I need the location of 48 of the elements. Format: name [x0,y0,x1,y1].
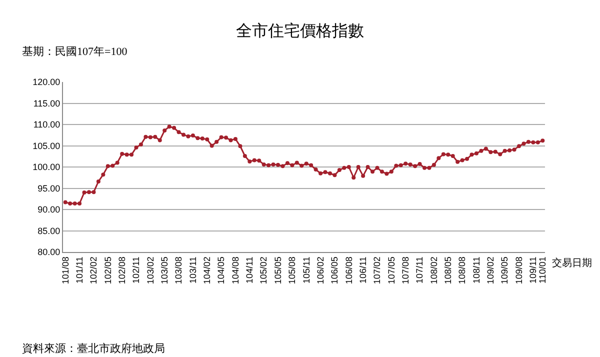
y-tick-label: 80.00 [38,247,60,258]
x-tick-label: 105/02 [258,256,269,284]
x-tick-label: 104/08 [230,256,240,284]
x-tick-label: 103/11 [188,256,198,284]
x-tick-label: 108/08 [457,256,468,284]
x-tick-label: 108/02 [428,256,439,284]
x-tick-label: 109/11 [528,256,538,284]
x-tick-label: 103/05 [160,256,170,284]
x-axis-title: 交易日期 [552,257,592,269]
y-tick-label: 110.00 [33,120,60,130]
x-tick-label: 101/11 [74,256,84,284]
x-tick-label: 107/05 [386,256,396,284]
x-tick-label: 101/08 [60,256,70,284]
y-tick-label: 100.00 [32,162,60,172]
x-tick-label: 102/08 [116,256,127,284]
y-tick-label: 115.00 [33,98,60,108]
x-tick-label: 107/11 [414,256,425,284]
x-tick-label: 104/02 [202,256,212,284]
y-tick-label: 95.00 [38,183,60,194]
x-tick-label: 104/11 [244,256,255,284]
x-tick-label: 102/05 [102,256,113,284]
x-tick-label: 103/02 [145,256,156,284]
x-tick-label: 102/11 [131,256,142,284]
x-tick-label: 109/05 [500,256,510,284]
y-tick-label: 120.00 [32,77,60,88]
x-tick-label: 105/08 [287,256,298,284]
y-tick-label: 105.00 [32,140,60,151]
source-note: 資料來源：臺北市政府地政局 [22,342,165,355]
x-tick-label: 103/08 [174,256,184,284]
chart-subtitle: 基期：民國107年=100 [22,45,128,58]
x-tick-label: 106/11 [358,256,368,284]
x-tick-label: 104/05 [216,256,226,284]
x-tick-label: 105/11 [301,256,312,284]
x-tick-label: 107/02 [372,256,382,284]
x-tick-label: 110/01 [538,256,548,284]
x-tick-label: 106/05 [330,256,340,284]
x-tick-label: 108/05 [443,256,454,284]
x-tick-label: 105/05 [272,256,283,284]
x-tick-label: 108/11 [471,256,482,284]
x-tick-label: 106/08 [344,256,354,284]
x-tick-label: 102/02 [88,256,99,284]
x-tick-label: 109/02 [486,256,496,284]
x-tick-label: 107/08 [400,256,411,284]
y-tick-label: 85.00 [38,226,60,236]
y-tick-label: 90.00 [38,204,60,215]
chart-title: 全市住宅價格指數 [236,22,364,40]
x-tick-label: 106/02 [315,256,326,284]
x-tick-label: 109/08 [514,256,524,284]
